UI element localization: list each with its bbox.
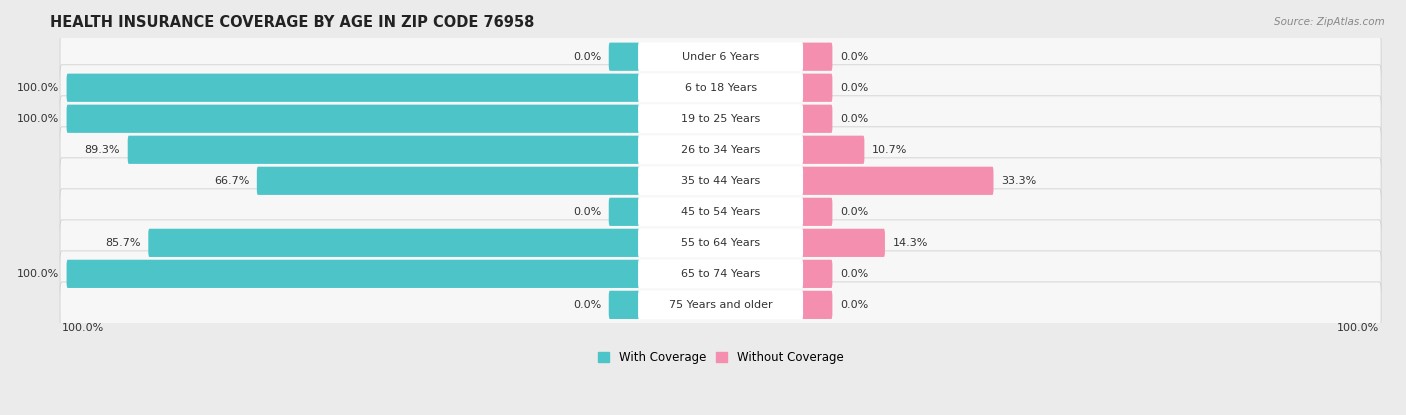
- Text: 45 to 54 Years: 45 to 54 Years: [681, 207, 761, 217]
- Text: 85.7%: 85.7%: [105, 238, 141, 248]
- Text: 100.0%: 100.0%: [17, 83, 59, 93]
- Text: 75 Years and older: 75 Years and older: [669, 300, 772, 310]
- Text: 65 to 74 Years: 65 to 74 Years: [681, 269, 761, 279]
- Text: 0.0%: 0.0%: [572, 52, 600, 62]
- Text: 55 to 64 Years: 55 to 64 Years: [681, 238, 761, 248]
- FancyBboxPatch shape: [801, 167, 994, 195]
- Text: 0.0%: 0.0%: [839, 83, 869, 93]
- Text: 19 to 25 Years: 19 to 25 Years: [681, 114, 761, 124]
- FancyBboxPatch shape: [801, 229, 884, 257]
- Text: Under 6 Years: Under 6 Years: [682, 52, 759, 62]
- FancyBboxPatch shape: [609, 198, 640, 226]
- Text: 6 to 18 Years: 6 to 18 Years: [685, 83, 756, 93]
- FancyBboxPatch shape: [801, 291, 832, 319]
- FancyBboxPatch shape: [638, 228, 803, 257]
- FancyBboxPatch shape: [60, 127, 1381, 173]
- FancyBboxPatch shape: [60, 282, 1381, 328]
- FancyBboxPatch shape: [638, 104, 803, 133]
- Text: 0.0%: 0.0%: [839, 269, 869, 279]
- FancyBboxPatch shape: [60, 220, 1381, 266]
- FancyBboxPatch shape: [128, 136, 640, 164]
- FancyBboxPatch shape: [638, 198, 803, 226]
- FancyBboxPatch shape: [60, 65, 1381, 111]
- Text: Source: ZipAtlas.com: Source: ZipAtlas.com: [1274, 17, 1385, 27]
- Text: 33.3%: 33.3%: [1001, 176, 1036, 186]
- FancyBboxPatch shape: [801, 73, 832, 102]
- Legend: With Coverage, Without Coverage: With Coverage, Without Coverage: [593, 347, 848, 369]
- FancyBboxPatch shape: [257, 167, 640, 195]
- FancyBboxPatch shape: [801, 105, 832, 133]
- Text: 26 to 34 Years: 26 to 34 Years: [681, 145, 761, 155]
- FancyBboxPatch shape: [638, 290, 803, 319]
- FancyBboxPatch shape: [609, 291, 640, 319]
- FancyBboxPatch shape: [148, 229, 640, 257]
- FancyBboxPatch shape: [801, 136, 865, 164]
- Text: 35 to 44 Years: 35 to 44 Years: [681, 176, 761, 186]
- Text: 14.3%: 14.3%: [893, 238, 928, 248]
- Text: 0.0%: 0.0%: [839, 52, 869, 62]
- Text: HEALTH INSURANCE COVERAGE BY AGE IN ZIP CODE 76958: HEALTH INSURANCE COVERAGE BY AGE IN ZIP …: [51, 15, 534, 30]
- Text: 66.7%: 66.7%: [214, 176, 249, 186]
- FancyBboxPatch shape: [638, 73, 803, 102]
- FancyBboxPatch shape: [638, 166, 803, 195]
- Text: 89.3%: 89.3%: [84, 145, 120, 155]
- FancyBboxPatch shape: [801, 43, 832, 71]
- FancyBboxPatch shape: [609, 43, 640, 71]
- FancyBboxPatch shape: [60, 158, 1381, 204]
- FancyBboxPatch shape: [60, 189, 1381, 235]
- FancyBboxPatch shape: [801, 198, 832, 226]
- Text: 100.0%: 100.0%: [17, 114, 59, 124]
- Text: 0.0%: 0.0%: [572, 300, 600, 310]
- Text: 10.7%: 10.7%: [872, 145, 907, 155]
- FancyBboxPatch shape: [66, 260, 640, 288]
- Text: 0.0%: 0.0%: [572, 207, 600, 217]
- Text: 0.0%: 0.0%: [839, 207, 869, 217]
- FancyBboxPatch shape: [638, 42, 803, 71]
- FancyBboxPatch shape: [60, 96, 1381, 142]
- FancyBboxPatch shape: [60, 34, 1381, 80]
- Text: 100.0%: 100.0%: [1337, 323, 1379, 333]
- FancyBboxPatch shape: [66, 105, 640, 133]
- Text: 100.0%: 100.0%: [62, 323, 104, 333]
- FancyBboxPatch shape: [638, 135, 803, 164]
- FancyBboxPatch shape: [60, 251, 1381, 297]
- FancyBboxPatch shape: [638, 259, 803, 288]
- FancyBboxPatch shape: [66, 73, 640, 102]
- Text: 0.0%: 0.0%: [839, 300, 869, 310]
- FancyBboxPatch shape: [801, 260, 832, 288]
- Text: 100.0%: 100.0%: [17, 269, 59, 279]
- Text: 0.0%: 0.0%: [839, 114, 869, 124]
